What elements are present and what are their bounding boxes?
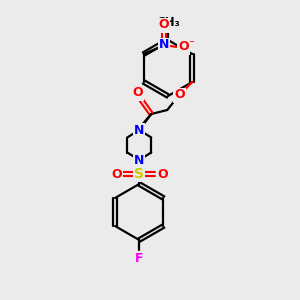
Text: N: N	[159, 38, 169, 52]
Text: CH₃: CH₃	[156, 16, 180, 29]
Text: S: S	[134, 167, 144, 181]
Text: O: O	[178, 40, 189, 53]
Text: O: O	[158, 19, 169, 32]
Text: O: O	[157, 167, 168, 181]
Text: O: O	[174, 88, 184, 101]
Text: ⁻: ⁻	[188, 39, 194, 49]
Text: O: O	[111, 167, 122, 181]
Text: N: N	[134, 154, 144, 166]
Text: F: F	[135, 251, 143, 265]
Text: N: N	[134, 124, 144, 136]
Text: O: O	[132, 86, 142, 100]
